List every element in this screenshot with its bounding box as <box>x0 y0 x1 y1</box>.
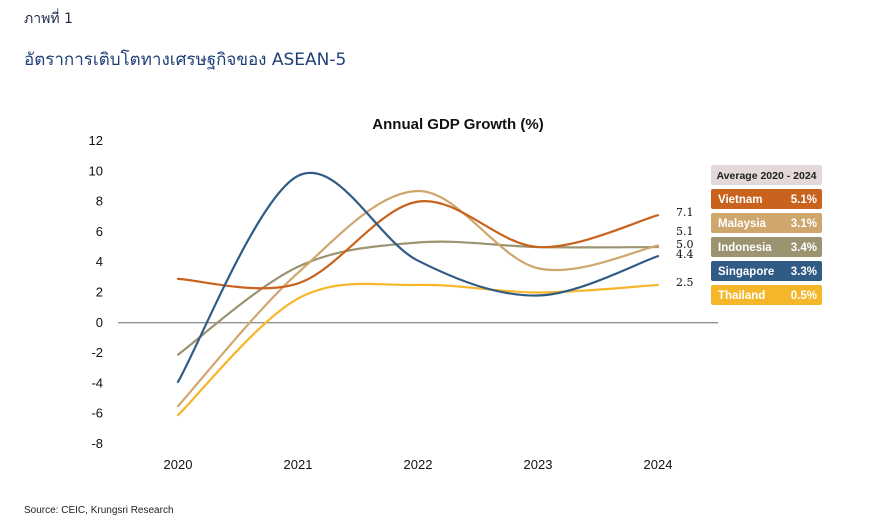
legend-box-vietnam <box>711 189 822 209</box>
y-tick-label: 10 <box>89 163 103 178</box>
x-axis: 2020 2021 2022 2023 2024 <box>164 457 673 472</box>
legend-name-thailand: Thailand <box>718 290 765 302</box>
legend-name-vietnam: Vietnam <box>718 194 763 206</box>
legend-box-thailand <box>711 285 822 305</box>
x-tick-label: 2021 <box>284 457 313 472</box>
figure-label: ภาพที่ 1 <box>24 11 73 27</box>
figure-title: อัตราการเติบโตทางเศรษฐกิจของ ASEAN-5 <box>24 50 347 70</box>
legend-name-singapore: Singapore <box>718 266 774 278</box>
legend-name-indonesia: Indonesia <box>718 242 772 254</box>
y-tick-label: 8 <box>96 194 103 209</box>
end-label-indonesia: 5.0 <box>676 238 694 251</box>
y-tick-label: 2 <box>96 285 103 300</box>
y-tick-label: -6 <box>91 406 103 421</box>
legend-name-malaysia: Malaysia <box>718 218 767 230</box>
end-label-vietnam: 7.1 <box>676 206 694 219</box>
end-label-singapore: 4.4 <box>676 248 694 261</box>
y-tick-label: 0 <box>96 315 103 330</box>
end-label-thailand: 2.5 <box>676 276 694 289</box>
x-tick-label: 2020 <box>164 457 193 472</box>
legend-average-malaysia: 3.1% <box>791 218 817 230</box>
legend-box-indonesia <box>711 237 822 257</box>
legend: Average 2020 - 2024 Vietnam 5.1% Malaysia 3.… <box>711 165 822 305</box>
legend-box-singapore <box>711 261 822 281</box>
series-line-thailand <box>176 282 660 417</box>
x-tick-label: 2024 <box>644 457 673 472</box>
y-tick-label: 12 <box>89 133 103 148</box>
y-axis: 12 10 8 6 4 2 0 -2 -4 -6 -8 <box>89 133 103 451</box>
series-line-malaysia <box>176 189 660 408</box>
y-tick-label: -4 <box>91 375 103 390</box>
legend-heading: Average 2020 - 2024 <box>716 170 816 182</box>
y-tick-label: -2 <box>91 345 103 360</box>
end-label-malaysia: 5.1 <box>676 225 694 238</box>
legend-box-malaysia <box>711 213 822 233</box>
legend-average-vietnam: 5.1% <box>791 194 817 206</box>
series-lines <box>176 171 660 417</box>
series-line-vietnam <box>176 200 660 290</box>
y-tick-label: -8 <box>91 436 103 451</box>
legend-average-indonesia: 3.4% <box>791 242 817 254</box>
legend-average-thailand: 0.5% <box>791 290 817 302</box>
legend-average-singapore: 3.3% <box>791 266 817 278</box>
series-line-indonesia <box>176 240 660 356</box>
y-tick-label: 6 <box>96 224 103 239</box>
y-tick-label: 4 <box>96 254 103 269</box>
x-tick-label: 2023 <box>524 457 553 472</box>
chart-title: Annual GDP Growth (%) <box>372 116 543 133</box>
source-note: Source: CEIC, Krungsri Research <box>24 505 174 516</box>
legend-heading-box <box>711 165 822 185</box>
x-tick-label: 2022 <box>404 457 433 472</box>
end-labels: 7.1 5.15.04.4 2.5 <box>676 206 694 289</box>
series-line-singapore <box>176 171 660 383</box>
